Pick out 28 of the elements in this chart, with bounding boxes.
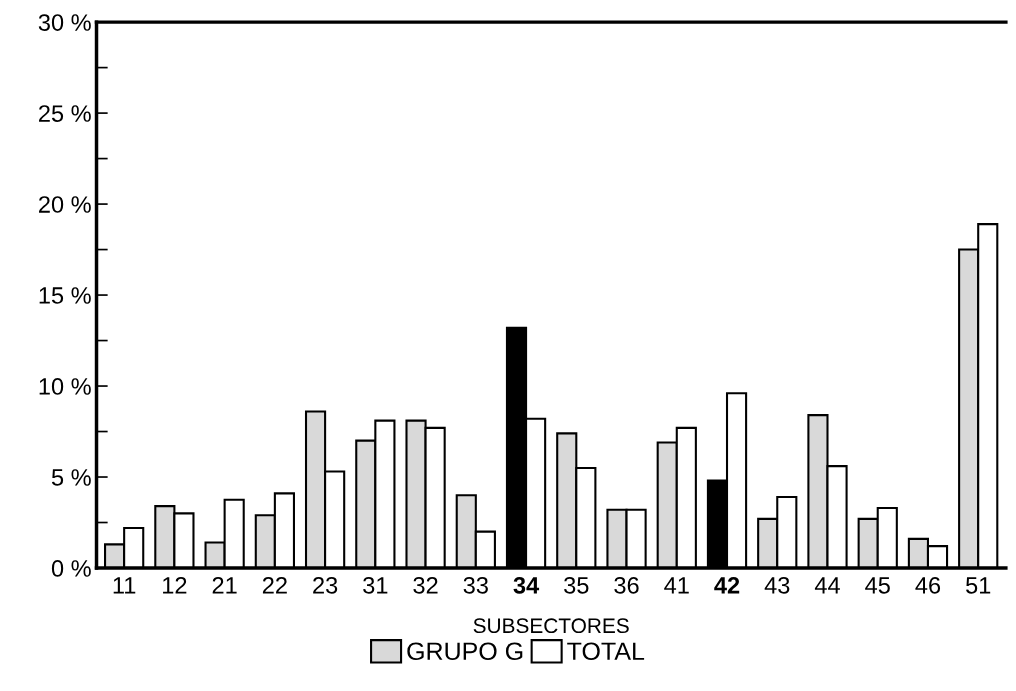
y-tick-label: 15 % [39,287,91,304]
y-tick-label: 20 % [39,196,91,213]
y-tick-label: 25 % [39,105,91,122]
x-tick-label: 42 [714,576,740,594]
y-tick-label: 0 % [51,560,91,577]
x-tick-label: 44 [814,577,840,594]
x-tick-label: 35 [564,576,589,594]
x-tick-label: 43 [764,576,790,594]
x-tick-label: 12 [163,576,187,594]
x-tick-label: 46 [915,576,941,594]
x-tick-label: 11 [113,577,136,594]
x-tick-label: 21 [212,576,237,594]
x-tick-label: 33 [463,576,488,594]
x-tick-label: 41 [664,577,689,594]
y-tick-label: 10 % [39,378,91,395]
y-tick-label: 30 % [38,14,91,31]
y-tick-label: 5 % [51,469,91,486]
x-axis-title: SUBSECTORES [473,618,629,634]
x-tick-label: 34 [513,576,540,594]
x-tick-label: 22 [262,576,287,594]
x-tick-label: 31 [363,576,388,594]
x-tick-label: 23 [313,576,338,594]
x-tick-label: 36 [614,576,639,594]
legend-label: TOTAL [567,642,645,661]
x-tick-label: 45 [865,577,890,594]
x-tick-label: 51 [966,577,991,594]
legend-label: GRUPO G [407,642,523,661]
x-tick-label: 32 [413,576,438,594]
